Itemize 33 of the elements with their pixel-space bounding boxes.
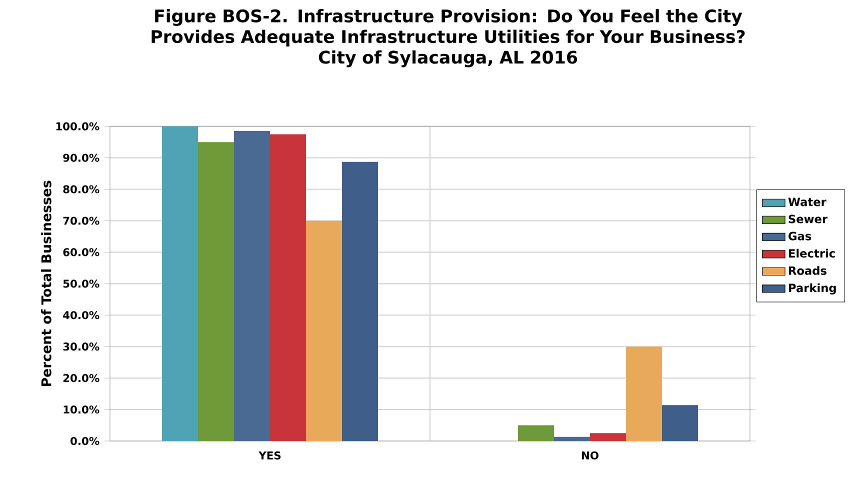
bar	[554, 436, 590, 441]
y-tick-label: 0.0%	[70, 436, 100, 446]
bar	[662, 405, 698, 441]
y-tick-label: 100.0%	[56, 122, 100, 130]
bar	[306, 220, 342, 441]
y-tick-label: 10.0%	[64, 405, 100, 414]
chart-title: Figure BOS-2. Infrastructure Provision: Do You Feel the City Provides Adequate Infrastructure Utilities for Your Business?	[152, 9, 745, 46]
y-axis-title: Percent of Total Businesses	[41, 180, 52, 386]
y-tick-label: 20.0%	[63, 374, 100, 382]
bar	[590, 433, 626, 441]
y-tick-label: 50.0%	[63, 280, 100, 288]
y-tick-label: 60.0%	[63, 248, 100, 256]
chart-subtitle: City of Sylacauga, AL 2016	[318, 50, 578, 68]
legend-label: Electric	[789, 248, 835, 258]
legend-label: Roads	[789, 266, 826, 275]
x-tick-label: YES	[258, 451, 281, 460]
bar	[234, 131, 270, 441]
bar	[198, 142, 234, 441]
legend-label: Water	[788, 198, 826, 206]
bar	[270, 134, 306, 441]
legend-label: Gas	[788, 232, 812, 240]
legend-label: Parking	[789, 283, 836, 294]
y-tick-label: 90.0%	[63, 154, 100, 162]
x-tick-label: NO	[582, 451, 598, 460]
y-tick-label: 40.0%	[63, 311, 100, 320]
bar	[626, 346, 662, 441]
bar	[518, 425, 554, 441]
bar	[342, 162, 378, 441]
legend-label: Sewer	[788, 214, 828, 224]
y-tick-label: 70.0%	[63, 216, 100, 225]
y-tick-label: 80.0%	[63, 185, 100, 194]
y-tick-label: 30.0%	[63, 342, 100, 351]
bar	[162, 126, 198, 441]
